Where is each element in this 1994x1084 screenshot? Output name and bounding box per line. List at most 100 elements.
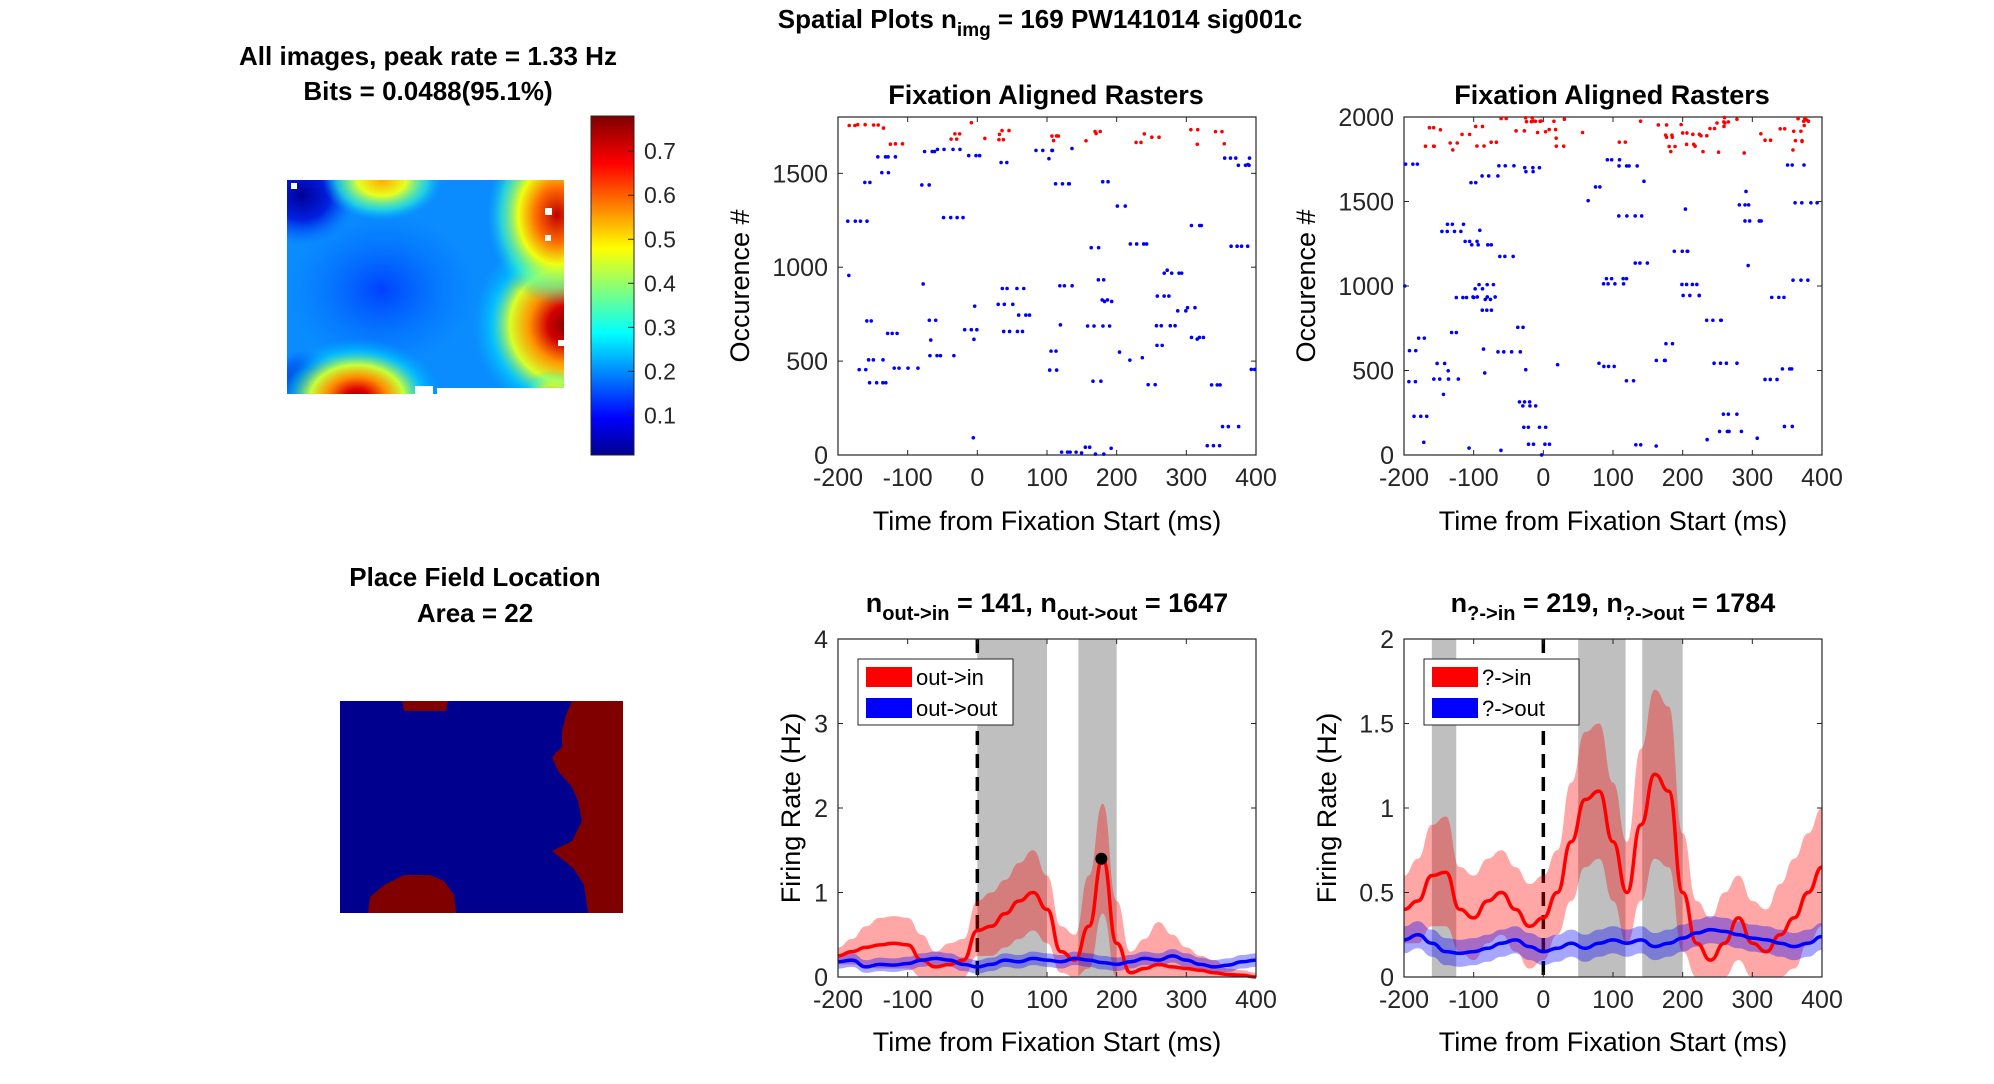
raster-dot xyxy=(1543,129,1548,134)
raster-dot xyxy=(1407,348,1412,353)
raster-dot xyxy=(1488,297,1493,302)
raster-dot xyxy=(1096,245,1101,250)
psth2-xtick-label: 300 xyxy=(1731,986,1773,1014)
raster-dot xyxy=(1001,329,1006,334)
raster1-ylabel: Occurence # xyxy=(725,209,755,362)
colorbar xyxy=(590,115,635,456)
raster-dot xyxy=(853,219,858,223)
raster-dot xyxy=(1800,200,1804,205)
raster2-ytick-label: 2000 xyxy=(1338,104,1394,132)
raster-dot xyxy=(1189,335,1194,340)
raster-dot xyxy=(1471,295,1476,300)
raster-dot xyxy=(1051,138,1056,143)
raster-dot xyxy=(1802,163,1806,167)
raster-dot xyxy=(893,142,898,146)
raster-dot xyxy=(1681,293,1685,298)
raster-dot xyxy=(1228,156,1233,160)
raster-dot xyxy=(1473,180,1478,185)
raster-dot xyxy=(1522,165,1527,170)
out-mean-line xyxy=(837,954,1257,969)
raster-dot xyxy=(1746,263,1750,268)
raster1-xlabel: Time from Fixation Start (ms) xyxy=(873,506,1222,536)
significance-window xyxy=(1642,639,1683,977)
raster2-panel: Fixation Aligned Rasters -200 -100 0 100 200… xyxy=(1291,80,1843,536)
raster-dot xyxy=(1084,139,1088,143)
raster-dot xyxy=(1185,305,1190,310)
raster-dot xyxy=(1002,302,1007,307)
raster-dot xyxy=(1476,243,1480,247)
raster-dot xyxy=(1705,133,1709,138)
raster1-ytick-label: 500 xyxy=(786,348,828,376)
raster-dot xyxy=(1441,392,1446,397)
raster-dot xyxy=(1011,302,1015,307)
raster-dot xyxy=(1743,203,1747,207)
heatmap-title-line1: All images, peak rate = 1.33 Hz xyxy=(239,41,617,71)
raster-dot xyxy=(1701,149,1705,154)
raster-dot xyxy=(1522,400,1527,404)
raster-dot xyxy=(1175,309,1180,313)
raster-dot xyxy=(1047,368,1052,372)
raster-dot xyxy=(1245,244,1250,248)
raster-dot xyxy=(1777,295,1781,300)
raster-dot xyxy=(1804,118,1809,122)
raster-dot xyxy=(1226,424,1231,429)
raster-dot xyxy=(1189,223,1194,228)
raster-dot xyxy=(1249,367,1254,372)
raster-dot xyxy=(1605,157,1610,162)
raster-dot xyxy=(1593,185,1598,189)
raster-dot xyxy=(1664,135,1669,140)
raster-dot xyxy=(1079,451,1084,455)
raster-dot xyxy=(1512,163,1516,168)
raster-dot xyxy=(1530,116,1535,120)
raster-dot xyxy=(1670,341,1675,346)
raster-dot xyxy=(1645,261,1650,265)
raster-dot xyxy=(969,120,974,125)
raster-dot xyxy=(1489,308,1494,313)
raster-dot xyxy=(938,353,943,358)
raster-dot xyxy=(1001,137,1006,142)
raster-dot xyxy=(1518,350,1523,354)
raster-dot xyxy=(853,123,857,128)
raster-dot xyxy=(1516,325,1520,330)
raster-dot xyxy=(1612,364,1616,369)
raster-dot xyxy=(874,380,879,385)
psth2-ytick-label: 0.5 xyxy=(1359,880,1394,908)
raster-dot xyxy=(1068,450,1072,454)
raster-dot xyxy=(1475,239,1479,244)
raster-dot xyxy=(941,215,946,220)
raster-dot xyxy=(867,380,872,385)
raster-dot xyxy=(863,180,867,185)
raster-dot xyxy=(855,122,860,127)
raster-dot xyxy=(1670,135,1675,140)
raster-dot xyxy=(1526,425,1531,430)
raster-dot xyxy=(1150,135,1154,140)
raster-dot xyxy=(1726,120,1731,124)
raster-dot xyxy=(997,132,1002,137)
psth1-xtick-label: 0 xyxy=(970,986,984,1014)
raster-dot xyxy=(1109,299,1114,304)
placefield-title-line1: Place Field Location xyxy=(349,562,600,592)
raster-dot xyxy=(1708,126,1712,131)
in-mean-line xyxy=(837,856,1257,979)
raster-dot xyxy=(1527,400,1532,404)
raster-dot xyxy=(1531,165,1535,170)
raster-dot xyxy=(1791,148,1795,152)
raster-dot xyxy=(1693,144,1697,148)
raster-dot xyxy=(1602,364,1606,369)
legend-label: ?->in xyxy=(1482,665,1532,690)
raster-dot xyxy=(1523,367,1528,372)
raster-dot xyxy=(1499,116,1503,121)
raster-dot xyxy=(928,338,933,342)
psth1-ytick-label: 4 xyxy=(814,626,828,654)
raster-dot xyxy=(1499,448,1503,453)
raster-dot xyxy=(1423,144,1428,149)
raster-dot xyxy=(1091,379,1095,384)
raster-dot xyxy=(1027,313,1032,317)
raster-dot xyxy=(1101,324,1105,328)
raster-dot xyxy=(928,353,932,358)
raster-dot xyxy=(1726,412,1731,416)
raster-dot xyxy=(1128,358,1132,362)
raster-dot xyxy=(1218,383,1222,387)
raster-dot xyxy=(1155,294,1160,298)
raster-dot xyxy=(1449,330,1454,335)
